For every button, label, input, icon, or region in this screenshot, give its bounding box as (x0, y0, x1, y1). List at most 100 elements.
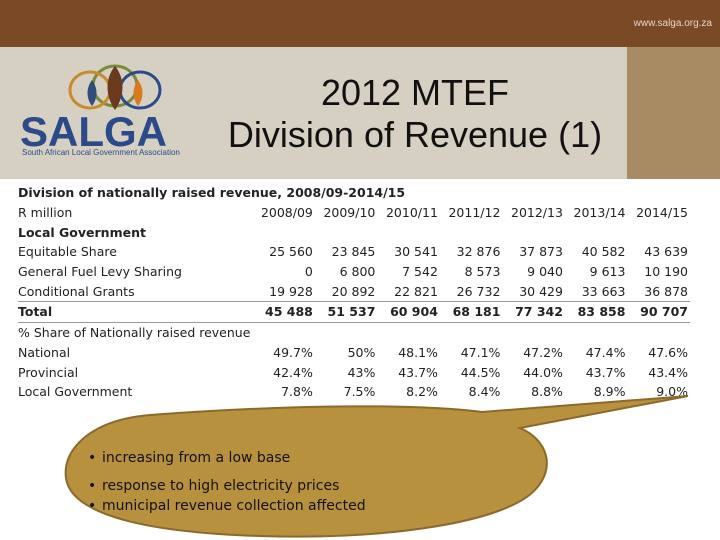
table-cell: 0 (304, 264, 313, 280)
title-line-1: 2012 MTEF (320, 72, 510, 113)
row-label: Total (18, 301, 253, 323)
bullet-text: response to high electricity prices (102, 478, 340, 494)
table-cell: 60 904 (377, 301, 440, 323)
row-label: National (18, 344, 71, 360)
row-label: Equitable Share (18, 244, 117, 260)
row-label: Local Government (18, 224, 146, 240)
revenue-table: Division of nationally raised revenue, 2… (18, 183, 690, 402)
table-cell: 51 537 (314, 301, 378, 323)
top-bar (0, 0, 720, 47)
table-cell: 7 542 (402, 264, 438, 280)
table-cell: 8.8% (531, 384, 563, 400)
table-cell: 7.5% (343, 384, 376, 400)
table-cell (252, 222, 315, 242)
table-cell (252, 322, 315, 342)
table-cell: 47.1% (460, 344, 501, 360)
table-cell (315, 322, 378, 342)
year-header: 2012/13 (511, 205, 563, 221)
table-cell (377, 222, 440, 242)
table-cell: 68 181 (439, 301, 503, 323)
row-label: % Share of Nationally raised revenue (18, 325, 251, 341)
year-header: 2010/11 (385, 205, 438, 221)
table-caption-row: Division of nationally raised revenue, 2… (18, 183, 690, 203)
table-cell: 37 873 (519, 244, 563, 260)
title-line-2: Division of Revenue (1) (227, 114, 603, 155)
salga-logo: SALGA (20, 64, 167, 155)
callout-bullet-item: • increasing from a low base (88, 450, 290, 466)
table-cell: 6 800 (339, 264, 376, 280)
table-cell: 43% (347, 364, 376, 380)
table-cell: 8.4% (468, 384, 501, 400)
table-cell: 10 190 (644, 264, 688, 280)
table-cell: 44.0% (523, 364, 563, 380)
year-header: 2014/15 (636, 205, 688, 221)
table-cell: 19 928 (269, 283, 313, 299)
row-label: Local Government (18, 384, 133, 400)
table-row: Local Government 7.8% 7.5% 8.2% 8.4% 8.8% 8.9%… (18, 382, 690, 402)
table-cell: 45 488 (252, 301, 315, 323)
table-cell (315, 222, 378, 242)
table-cell: 22 821 (394, 283, 438, 299)
table-cell: 9.0% (656, 384, 688, 400)
bullet-icon: • (88, 498, 97, 514)
table-cell: 50% (347, 344, 376, 360)
table-cell (627, 322, 690, 342)
callout-bullet-item: • municipal revenue collection affected (88, 498, 366, 514)
table-cell: 47.4% (585, 344, 626, 360)
bullet-icon: • (88, 450, 97, 466)
table-cell (565, 222, 628, 242)
slide-title: 2012 MTEF Division of Revenue (1) (210, 72, 620, 156)
year-header: 2011/12 (448, 205, 501, 221)
unit-label: R million (18, 205, 73, 221)
table-row: Conditional Grants 19 928 20 892 22 821 26 7… (18, 281, 690, 301)
row-label: Conditional Grants (18, 283, 135, 299)
revenue-table-container: Division of nationally raised revenue, 2… (18, 183, 690, 402)
table-cell: 47.2% (523, 344, 563, 360)
table-row: National 49.7% 50% 48.1% 47.1% 47.2% 47.4% 47.6… (18, 343, 690, 363)
table-cell: 49.7% (273, 344, 313, 360)
table-cell: 43.7% (398, 364, 438, 380)
table-cell: 40 582 (581, 244, 626, 260)
table-cell: 9 613 (589, 264, 626, 280)
table-cell: 20 892 (331, 283, 376, 299)
year-header: 2009/10 (323, 205, 376, 221)
table-cell: 43 639 (644, 244, 688, 260)
table-row: Total 45 488 51 537 60 904 68 181 77 342 83 85… (18, 301, 690, 323)
logo-tagline: South African Local Government Associati… (22, 148, 180, 157)
table-cell: 33 663 (581, 283, 626, 299)
table-cell: 8.9% (593, 384, 626, 400)
year-header: 2013/14 (573, 205, 626, 221)
table-cell: 48.1% (398, 344, 438, 360)
table-cell (377, 322, 440, 342)
table-cell: 8.2% (406, 384, 438, 400)
table-cell: 25 560 (269, 244, 313, 260)
table-cell: 36 878 (644, 283, 688, 299)
table-cell (440, 222, 503, 242)
year-header: 2008/09 (260, 205, 313, 221)
bullet-icon: • (88, 478, 97, 494)
callout-bullet-item: • response to high electricity prices (88, 478, 339, 494)
table-cell (627, 222, 690, 242)
header-band (0, 47, 720, 179)
table-cell: 7.8% (281, 384, 313, 400)
table-cell (502, 222, 565, 242)
table-cell: 44.5% (460, 364, 501, 380)
table-cell: 77 342 (502, 301, 565, 323)
table-row: % Share of Nationally raised revenue (18, 322, 690, 342)
table-row: Provincial 42.4% 43% 43.7% 44.5% 44.0% 43.7% 43… (18, 362, 690, 382)
table-cell (565, 322, 628, 342)
table-cell: 23 845 (331, 244, 376, 260)
table-cell: 30 429 (519, 283, 563, 299)
table-cell: 9 040 (527, 264, 563, 280)
table-cell: 26 732 (456, 283, 501, 299)
bullet-text: increasing from a low base (102, 450, 291, 466)
table-cell: 43.7% (585, 364, 626, 380)
table-row: General Fuel Levy Sharing 0 6 800 7 542 8 57… (18, 262, 690, 282)
table-cell: 90 707 (627, 301, 690, 323)
table-cell (502, 322, 565, 342)
table-cell: 8 573 (464, 264, 501, 280)
table-cell: 43.4% (648, 364, 688, 380)
table-caption: Division of nationally raised revenue, 2… (18, 185, 406, 201)
table-cell: 30 541 (394, 244, 438, 260)
table-row: Local Government (18, 222, 690, 242)
